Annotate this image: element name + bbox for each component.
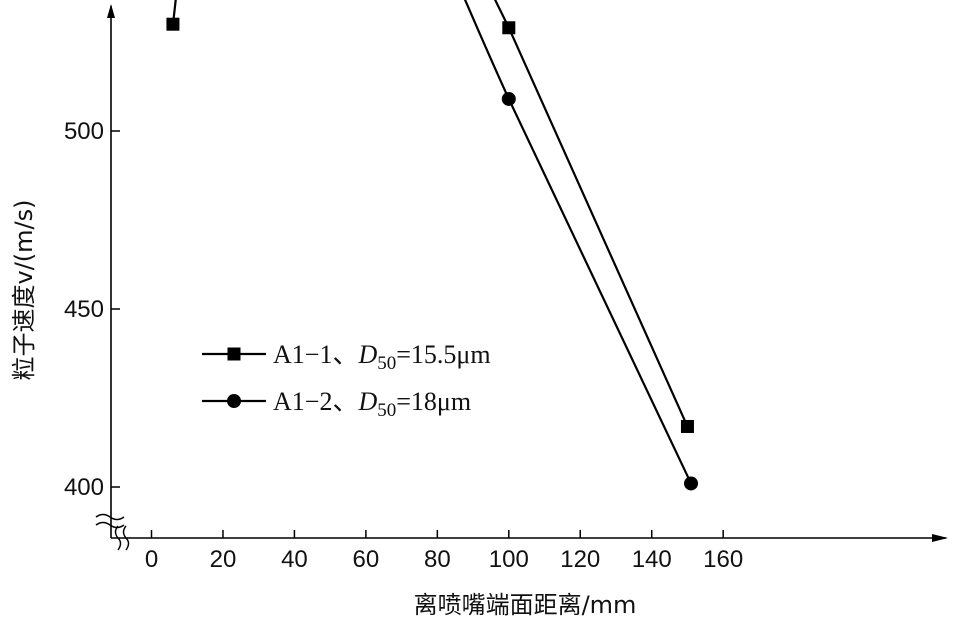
data-point (502, 21, 516, 35)
legend-marker (227, 347, 241, 361)
x-tick-label: 0 (145, 546, 158, 573)
x-tick-label: 100 (489, 546, 529, 573)
legend-item-2: A1−2、D50=18μm (202, 387, 471, 421)
ticks: 020406080100120140160400450500550600650 (64, 118, 743, 573)
data-point (680, 419, 694, 433)
y-tick-label: 450 (64, 296, 104, 323)
legend-label: A1−2、D50=18μm (273, 387, 471, 421)
series-1 (166, 0, 694, 433)
y-axis-arrow (107, 4, 115, 18)
x-tick-label: 60 (353, 546, 380, 573)
axes (95, 4, 948, 551)
legend-marker (227, 394, 241, 408)
y-axis-title: 粒子速度v/(m/s) (10, 200, 38, 381)
x-axis-arrow (932, 534, 948, 542)
data-point (166, 17, 180, 31)
x-tick-label: 140 (632, 546, 672, 573)
data-point (684, 476, 699, 491)
x-tick-label: 20 (210, 546, 237, 573)
x-tick-label: 80 (424, 546, 451, 573)
data-point (501, 91, 516, 106)
series-2 (463, 0, 699, 491)
legend-label: A1−1、D50=15.5μm (273, 340, 491, 374)
axis-break-symbol (95, 513, 130, 551)
y-tick-label: 500 (64, 118, 104, 145)
legend-item-1: A1−1、D50=15.5μm (202, 340, 491, 374)
series-layer (166, 0, 699, 491)
x-tick-label: 120 (560, 546, 600, 573)
y-tick-label: 400 (64, 474, 104, 501)
x-tick-label: 160 (703, 546, 743, 573)
legend: A1−1、D50=15.5μm A1−2、D50=18μm (202, 340, 491, 421)
x-axis-title: 离喷嘴端面距离/mm (414, 591, 637, 619)
x-tick-label: 40 (281, 546, 308, 573)
